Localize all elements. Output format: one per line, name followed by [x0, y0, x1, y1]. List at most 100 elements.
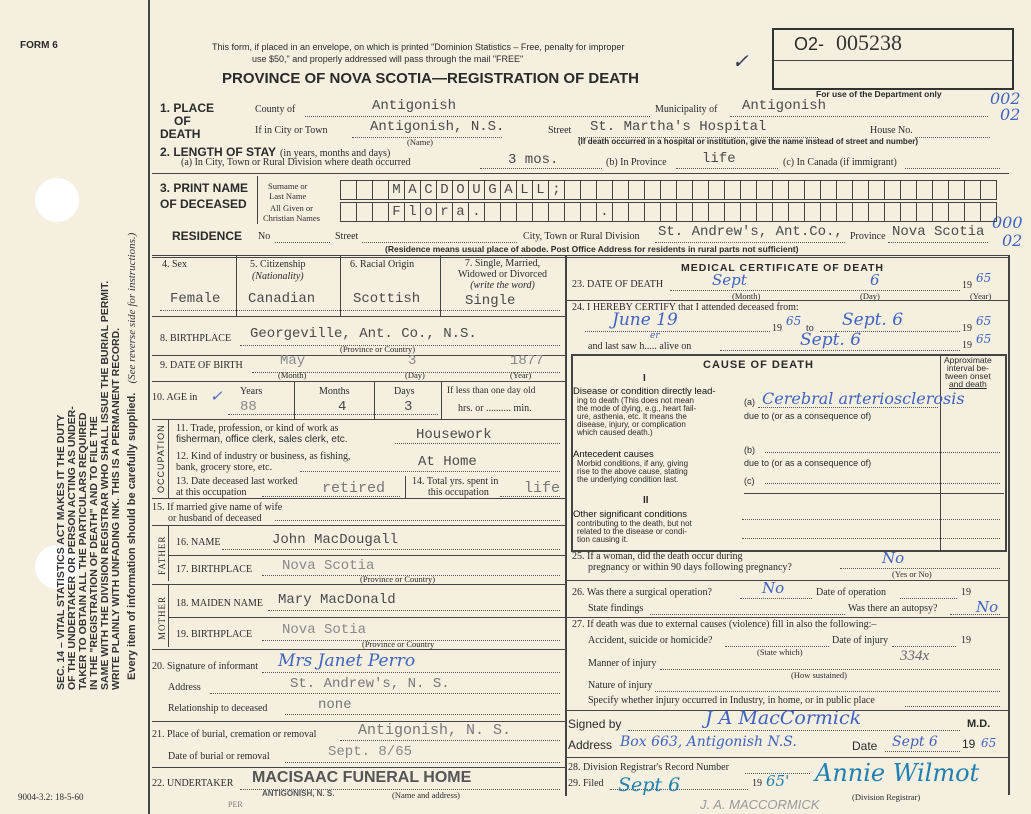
letter-box[interactable]: [517, 203, 533, 221]
letter-box[interactable]: [709, 181, 725, 199]
letter-box[interactable]: [837, 203, 853, 221]
letter-box[interactable]: [629, 181, 645, 199]
attended-to[interactable]: Sept. 6: [842, 310, 904, 330]
q12-value[interactable]: At Home: [418, 454, 477, 470]
letter-box[interactable]: [885, 203, 901, 221]
letter-box[interactable]: [901, 181, 917, 199]
letter-box[interactable]: [373, 181, 389, 199]
letter-box[interactable]: [613, 181, 629, 199]
letter-box[interactable]: [533, 203, 549, 221]
death-year[interactable]: 65: [976, 271, 992, 285]
letter-box[interactable]: [549, 203, 565, 221]
letter-box[interactable]: [965, 181, 981, 199]
letter-box[interactable]: [373, 203, 389, 221]
letter-box[interactable]: [901, 203, 917, 221]
physician-signature[interactable]: J A MacCormick: [705, 707, 862, 729]
letter-box[interactable]: G: [485, 181, 501, 199]
death-day[interactable]: 6: [870, 271, 880, 289]
letter-box[interactable]: U: [469, 181, 485, 199]
letter-box[interactable]: [693, 203, 709, 221]
letter-box[interactable]: [709, 203, 725, 221]
lastsaw-year[interactable]: 65: [976, 332, 992, 346]
autopsy-answer[interactable]: No: [976, 598, 999, 616]
filed-year[interactable]: 65': [766, 772, 790, 790]
age-years[interactable]: 88: [240, 399, 257, 415]
signed-year[interactable]: 65: [981, 736, 997, 750]
sex-value[interactable]: Female: [170, 291, 221, 307]
letter-box[interactable]: [485, 203, 501, 221]
city-value[interactable]: Antigonish, N.S.: [370, 119, 505, 135]
from-year[interactable]: 65: [786, 314, 802, 328]
letter-box[interactable]: [965, 203, 981, 221]
letter-box[interactable]: [661, 181, 677, 199]
filed-date[interactable]: Sept 6: [618, 774, 681, 796]
letter-box[interactable]: [677, 181, 693, 199]
informant-address[interactable]: St. Andrew's, N. S.: [290, 676, 450, 692]
attended-from[interactable]: June 19: [612, 310, 678, 330]
letter-box[interactable]: [693, 181, 709, 199]
death-month[interactable]: Sept: [712, 271, 747, 289]
letter-box[interactable]: [645, 181, 661, 199]
stay-a-value[interactable]: 3 mos.: [508, 152, 559, 168]
letter-box[interactable]: [725, 181, 741, 199]
burial-date[interactable]: Sept. 8/65: [328, 744, 413, 760]
to-year[interactable]: 65: [976, 314, 992, 328]
letter-box[interactable]: [565, 203, 581, 221]
letter-box[interactable]: L: [533, 181, 549, 199]
county-value[interactable]: Antigonish: [372, 98, 457, 114]
letter-box[interactable]: [629, 203, 645, 221]
letter-box[interactable]: [773, 203, 789, 221]
letter-box[interactable]: [853, 181, 869, 199]
mother-birthplace[interactable]: Nova Sotia: [282, 622, 367, 638]
letter-box[interactable]: [725, 203, 741, 221]
residence-province-value[interactable]: Nova Scotia: [892, 224, 985, 240]
letter-box[interactable]: [341, 203, 357, 221]
letter-box[interactable]: [805, 203, 821, 221]
q13-value[interactable]: retired: [322, 480, 386, 497]
letter-box[interactable]: [741, 181, 757, 199]
physician-address[interactable]: Box 663, Antigonish N.S.: [620, 734, 797, 750]
letter-box[interactable]: [933, 203, 949, 221]
letter-box[interactable]: l: [405, 203, 421, 221]
letter-box[interactable]: [821, 181, 837, 199]
signed-date[interactable]: Sept 6: [892, 734, 938, 750]
letter-box[interactable]: [853, 203, 869, 221]
mother-name[interactable]: Mary MacDonald: [278, 592, 396, 608]
letter-box[interactable]: [661, 203, 677, 221]
letter-box[interactable]: A: [501, 181, 517, 199]
letter-box[interactable]: [581, 181, 597, 199]
letter-box[interactable]: [869, 203, 885, 221]
marital-value[interactable]: Single: [465, 293, 516, 309]
letter-box[interactable]: ;: [549, 181, 565, 199]
letter-box[interactable]: A: [405, 181, 421, 199]
letter-box[interactable]: [981, 203, 997, 221]
letter-box[interactable]: [677, 203, 693, 221]
letter-box[interactable]: M: [389, 181, 405, 199]
dob-day[interactable]: 3: [408, 353, 417, 369]
letter-box[interactable]: O: [453, 181, 469, 199]
letter-box[interactable]: [357, 203, 373, 221]
street-value[interactable]: St. Martha's Hospital: [590, 119, 767, 135]
letter-box[interactable]: [949, 203, 965, 221]
age-months[interactable]: 4: [338, 399, 347, 415]
father-birthplace[interactable]: Nova Scotia: [282, 558, 375, 574]
letter-box[interactable]: [773, 181, 789, 199]
letter-box[interactable]: [869, 181, 885, 199]
letter-box[interactable]: [501, 203, 517, 221]
cause-a-value[interactable]: Cerebral arteriosclerosis: [762, 389, 965, 408]
letter-box[interactable]: o: [421, 203, 437, 221]
letter-box[interactable]: [805, 181, 821, 199]
municipality-value[interactable]: Antigonish: [742, 98, 827, 114]
letter-box[interactable]: [885, 181, 901, 199]
letter-box[interactable]: [741, 203, 757, 221]
letter-box[interactable]: [357, 181, 373, 199]
letter-box[interactable]: [949, 181, 965, 199]
age-days[interactable]: 3: [404, 399, 413, 415]
letter-box[interactable]: [981, 181, 997, 199]
letter-box[interactable]: r: [437, 203, 453, 221]
registrar-signature[interactable]: Annie Wilmot: [815, 759, 980, 787]
letter-box[interactable]: a: [453, 203, 469, 221]
informant-signature[interactable]: Mrs Janet Perro: [278, 651, 416, 671]
letter-box[interactable]: [933, 181, 949, 199]
